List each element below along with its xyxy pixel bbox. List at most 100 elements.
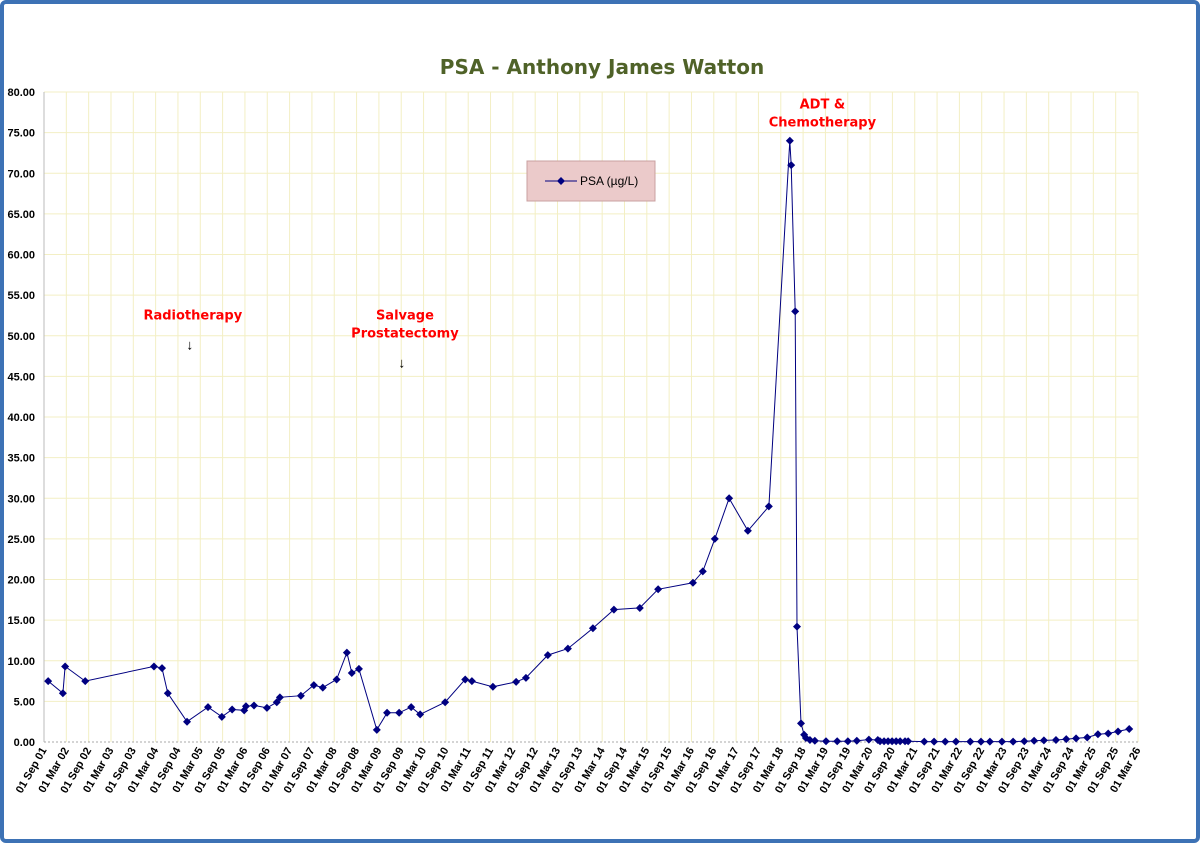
data-point — [44, 677, 53, 686]
y-tick-label: 45.00 — [7, 371, 35, 383]
data-point — [876, 737, 885, 746]
data-point — [342, 648, 351, 657]
data-point — [467, 677, 476, 686]
data-point — [1039, 736, 1048, 745]
y-tick-label: 40.00 — [7, 412, 35, 424]
data-point — [1030, 736, 1039, 745]
data-point — [951, 737, 960, 746]
data-point — [787, 161, 796, 170]
data-point — [810, 736, 819, 745]
data-point — [941, 737, 950, 746]
data-point — [920, 737, 929, 746]
data-point — [163, 689, 172, 698]
data-point — [1020, 737, 1029, 746]
data-point — [904, 737, 913, 746]
data-point — [296, 691, 305, 700]
data-point — [183, 717, 192, 726]
data-point — [309, 681, 318, 690]
data-point — [588, 624, 597, 633]
data-point — [217, 712, 226, 721]
data-point — [1083, 733, 1092, 742]
data-point — [563, 644, 572, 653]
data-point — [1114, 727, 1123, 736]
data-point — [149, 662, 158, 671]
y-tick-label: 55.00 — [7, 290, 35, 302]
arrow-down-icon: ↓ — [398, 355, 405, 371]
data-point — [764, 502, 773, 511]
data-point — [416, 710, 425, 719]
data-point — [833, 737, 842, 746]
data-point — [488, 682, 497, 691]
data-point — [461, 675, 470, 684]
data-point — [347, 668, 356, 677]
y-tick-label: 50.00 — [7, 331, 35, 343]
data-point — [407, 703, 416, 712]
data-point — [930, 737, 939, 746]
data-point — [985, 737, 994, 746]
data-point — [1062, 735, 1071, 744]
y-tick-label: 20.00 — [7, 575, 35, 587]
data-point — [710, 534, 719, 543]
data-point — [354, 664, 363, 673]
legend-marker-icon — [557, 177, 565, 185]
legend: PSA (µg/L) — [526, 160, 656, 202]
annotations: Radiotherapy ↓ Salvage Prostatectomy ↓ ADT & C… — [143, 97, 876, 370]
data-point — [698, 567, 707, 576]
data-point — [852, 736, 861, 745]
data-point — [441, 698, 450, 707]
data-point — [332, 675, 341, 684]
data-point — [884, 737, 893, 746]
data-point — [521, 673, 530, 682]
data-point — [892, 737, 901, 746]
data-point — [58, 689, 67, 698]
data-point — [688, 578, 697, 587]
series-psa — [44, 136, 1134, 746]
data-point — [797, 719, 806, 728]
data-point — [395, 708, 404, 717]
y-tick-label: 0.00 — [14, 737, 35, 749]
data-point — [275, 693, 284, 702]
annotation-label: ADT & — [800, 97, 846, 112]
y-tick-label: 60.00 — [7, 250, 35, 262]
data-point — [976, 737, 985, 746]
data-point — [1072, 734, 1081, 743]
y-tick-label: 35.00 — [7, 453, 35, 465]
data-point — [654, 585, 663, 594]
data-point — [1051, 735, 1060, 744]
data-point — [896, 737, 905, 746]
legend-label: PSA (µg/L) — [580, 174, 638, 188]
data-point — [250, 701, 259, 710]
annotation-label: Prostatectomy — [351, 327, 459, 342]
y-tick-label: 30.00 — [7, 493, 35, 505]
data-point — [204, 703, 213, 712]
data-point — [792, 622, 801, 631]
y-tick-label: 10.00 — [7, 656, 35, 668]
data-point — [543, 651, 552, 660]
data-point — [635, 603, 644, 612]
y-tick-label: 75.00 — [7, 128, 35, 140]
data-point — [805, 735, 814, 744]
y-tick-label: 65.00 — [7, 209, 35, 221]
data-point — [843, 737, 852, 746]
data-point — [228, 705, 237, 714]
data-point — [785, 136, 794, 145]
data-point — [241, 702, 250, 711]
data-point — [81, 677, 90, 686]
data-point — [888, 737, 897, 746]
chart-title: PSA - Anthony James Watton — [440, 55, 764, 79]
data-point — [725, 494, 734, 503]
gridlines — [43, 91, 1139, 743]
data-point — [262, 703, 271, 712]
data-point — [372, 725, 381, 734]
y-tick-label: 25.00 — [7, 534, 35, 546]
data-point — [1009, 737, 1018, 746]
data-point — [318, 683, 327, 692]
y-axis: 0.00 5.00 10.00 15.00 20.00 25.00 30.00 35.00 40… — [7, 87, 35, 749]
data-point — [966, 737, 975, 746]
data-point — [1104, 729, 1113, 738]
annotation-label: Radiotherapy — [143, 309, 242, 324]
data-point — [158, 664, 167, 673]
data-point — [512, 677, 521, 686]
